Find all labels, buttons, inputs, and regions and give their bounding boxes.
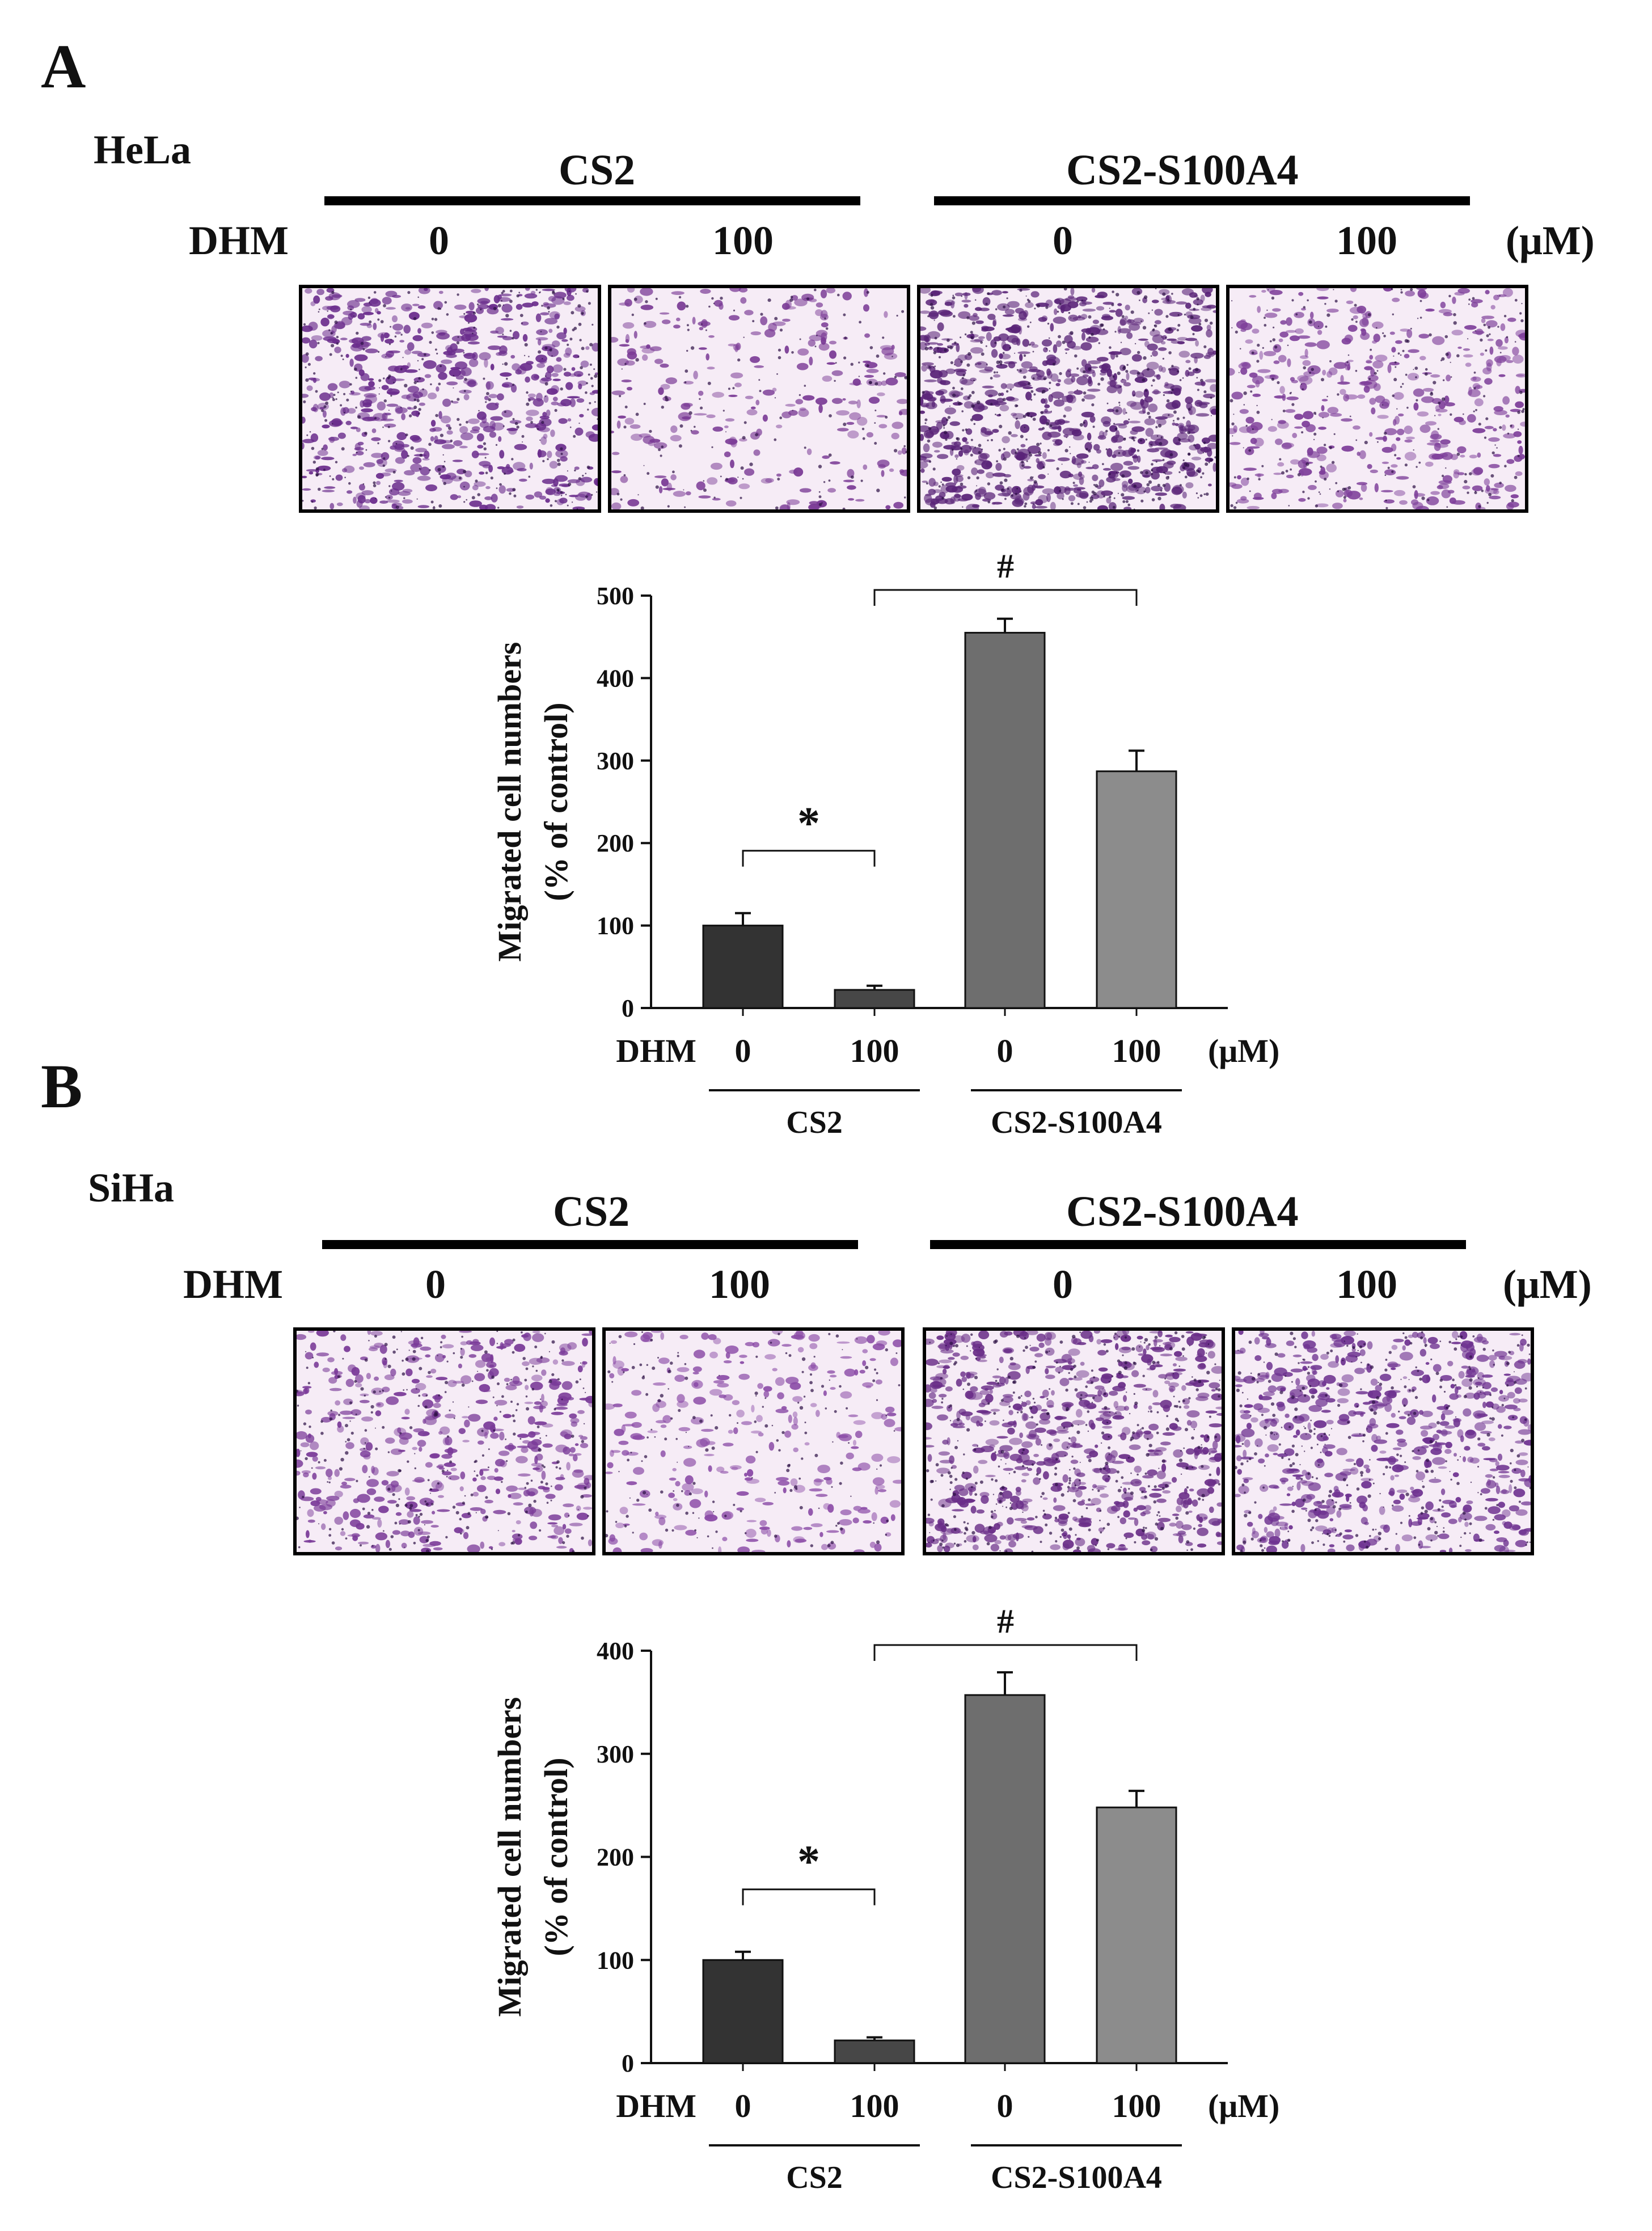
x-tick-label: 100: [850, 1032, 899, 1069]
treatment-label: DHM: [189, 218, 289, 263]
x-tick-label: 100: [850, 2087, 899, 2124]
significance-bracket: [873, 1644, 1138, 1661]
x-axis-treatment-label: DHM: [616, 2087, 696, 2124]
dose-label: 0: [429, 218, 449, 263]
unit-label: (μM): [1506, 218, 1595, 263]
dose-label: 0: [1053, 1262, 1073, 1307]
stained-cells-texture: [1235, 1331, 1531, 1552]
group-bar-cs2: [324, 196, 860, 205]
x-group-label: CS2: [786, 1105, 843, 1140]
significance-bracket: [873, 589, 1138, 606]
x-axis-treatment-label: DHM: [616, 1032, 696, 1069]
bar: [834, 2039, 915, 2064]
group-label-cs2: CS2: [553, 1188, 630, 1235]
cell-line-label: SiHa: [88, 1165, 175, 1211]
y-axis-label-units: (% of control): [538, 1757, 574, 1956]
y-tick-label: 200: [597, 829, 634, 857]
panel-a: A HeLa CS2 CS2-S100A4 DHM 0 100 0 100 (μ…: [0, 0, 1652, 1140]
y-tick-label: 100: [597, 912, 634, 940]
unit-label: (μM): [1503, 1262, 1592, 1307]
y-tick-label: 100: [597, 1946, 634, 1974]
bar-chart-hela: 0 100 200 300 400 500 Migrated cell numbers (% …: [491, 547, 1279, 1140]
bar: [1096, 1806, 1177, 2064]
micrograph-cs2-s100a4-0: [917, 285, 1219, 513]
y-tick-label: 400: [597, 664, 634, 692]
group-bar-cs2-s100a4: [930, 1240, 1466, 1249]
y-tick-label: 400: [597, 1637, 634, 1665]
y-tick-label: 300: [597, 1740, 634, 1768]
x-tick-label: 0: [997, 1032, 1013, 1069]
panel-b: B SiHa CS2 CS2-S100A4 DHM 0 100 0 100 (μ…: [0, 1052, 1652, 2195]
dose-label: 0: [1053, 218, 1073, 263]
significance-bracket: [742, 850, 876, 867]
micrograph-cs2-100: [608, 285, 910, 513]
x-tick-label: 0: [997, 2087, 1013, 2124]
stained-cells-texture: [1230, 288, 1525, 509]
panel-letter: A: [41, 32, 86, 101]
bar: [1096, 770, 1177, 1009]
bar-chart-siha: 0 100 200 300 400 Migrated cell numbers (% of …: [491, 1602, 1279, 2195]
x-group-label: CS2-S100A4: [991, 2160, 1162, 2195]
dose-label: 100: [1336, 218, 1397, 263]
group-label-cs2-s100a4: CS2-S100A4: [1066, 1188, 1299, 1235]
dose-label: 100: [709, 1262, 770, 1307]
y-tick-label: 0: [622, 994, 634, 1022]
dose-label: 0: [425, 1262, 446, 1307]
stained-cells-texture: [297, 1331, 592, 1552]
significance-symbol: #: [997, 547, 1014, 585]
x-tick-label: 100: [1112, 1032, 1161, 1069]
x-group-label: CS2: [786, 2160, 843, 2195]
significance-bracket: [742, 1888, 876, 1905]
x-axis-unit: (μM): [1208, 2087, 1279, 2124]
bar: [702, 1959, 784, 2064]
dose-label: 100: [712, 218, 774, 263]
micrograph-cs2-s100a4-100: [1226, 285, 1528, 513]
micrograph-cs2-100: [602, 1327, 905, 1555]
stained-cells-texture: [926, 1331, 1222, 1552]
cell-line-label: HeLa: [94, 127, 191, 172]
treatment-label: DHM: [183, 1262, 283, 1307]
stained-cells-texture: [302, 288, 598, 509]
stained-cells-texture: [611, 288, 907, 509]
significance-symbol: *: [797, 1837, 820, 1887]
group-label-cs2-s100a4: CS2-S100A4: [1066, 146, 1299, 194]
micrograph-cs2-s100a4-0: [923, 1327, 1225, 1555]
x-tick-label: 100: [1112, 2087, 1161, 2124]
micrograph-cs2-0: [299, 285, 601, 513]
micrograph-cs2-s100a4-100: [1232, 1327, 1534, 1555]
y-axis-label-units: (% of control): [538, 702, 574, 901]
x-group-label: CS2-S100A4: [991, 1105, 1162, 1140]
significance-symbol: *: [797, 799, 820, 849]
y-axis-label: Migrated cell numbers: [491, 1697, 528, 2017]
group-label-cs2: CS2: [559, 146, 636, 194]
y-tick-label: 200: [597, 1844, 634, 1871]
stained-cells-texture: [606, 1331, 901, 1552]
stained-cells-texture: [920, 288, 1216, 509]
x-tick-label: 0: [735, 1032, 751, 1069]
group-bar-cs2: [322, 1240, 858, 1249]
group-bar-cs2-s100a4: [934, 196, 1470, 205]
bar: [834, 989, 915, 1009]
bar: [964, 1694, 1046, 2064]
y-axis-label: Migrated cell numbers: [491, 642, 528, 962]
y-tick-label: 500: [597, 582, 634, 610]
panel-letter: B: [41, 1052, 83, 1121]
micrograph-cs2-0: [293, 1327, 595, 1555]
x-axis-unit: (μM): [1208, 1032, 1279, 1069]
bar: [702, 925, 784, 1009]
x-tick-label: 0: [735, 2087, 751, 2124]
y-tick-label: 0: [622, 2049, 634, 2077]
bar: [964, 631, 1046, 1009]
y-tick-label: 300: [597, 747, 634, 775]
significance-symbol: #: [997, 1602, 1014, 1640]
dose-label: 100: [1336, 1262, 1397, 1307]
